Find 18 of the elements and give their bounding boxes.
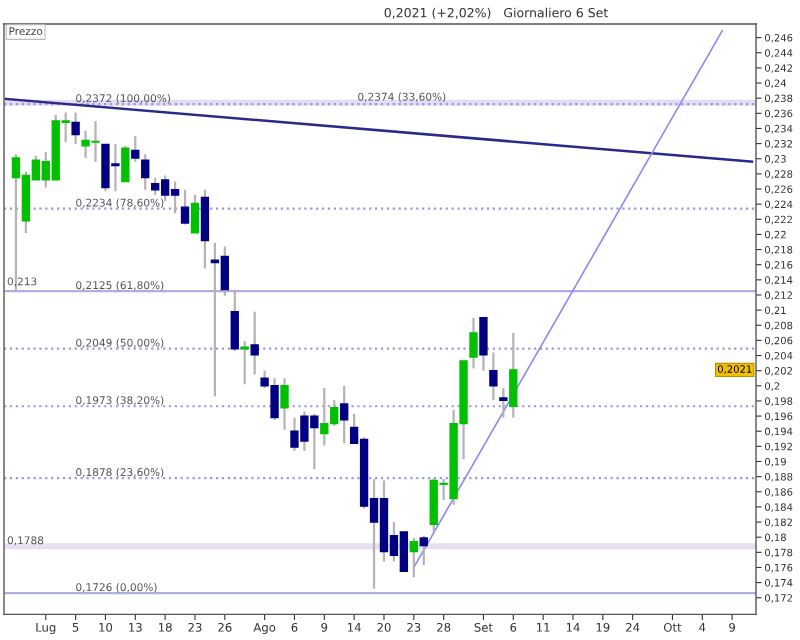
candlestick [499,386,508,419]
candlestick [131,134,140,163]
candlestick [280,377,289,431]
candlestick [509,331,518,419]
candlestick [489,351,498,402]
candlestick [141,153,150,191]
candlestick [409,536,418,579]
candlestick [469,316,478,370]
candlestick [340,384,349,445]
candlestick [71,111,80,146]
candlestick [121,144,130,183]
candlestick [180,188,190,226]
candlestick [230,288,239,353]
candlestick [250,310,259,376]
candlestick [419,534,428,567]
candlestick [190,193,200,235]
candlestick [200,188,210,270]
candlestick [479,316,488,372]
